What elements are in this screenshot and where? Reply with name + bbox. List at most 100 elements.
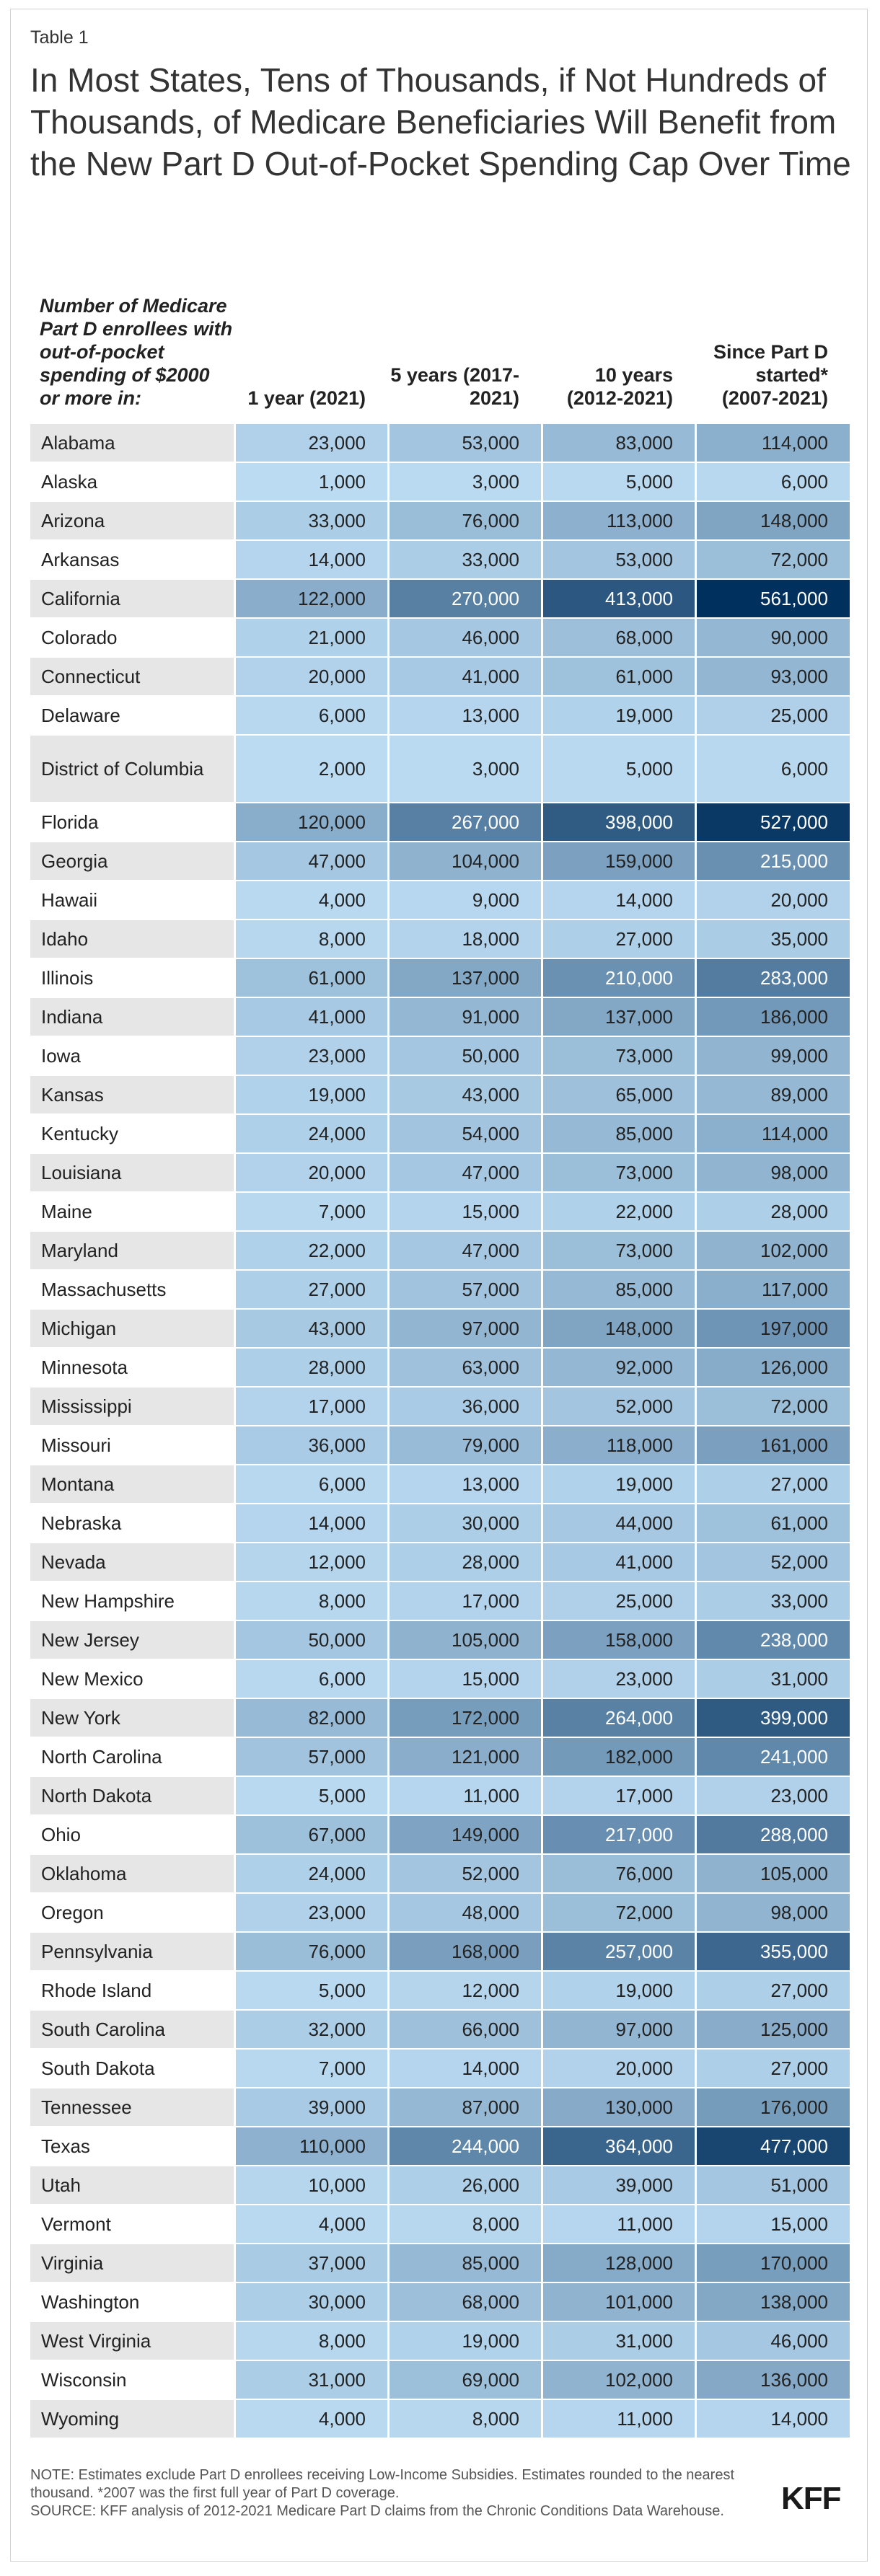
- value-cell-since-part-d: 98,000: [697, 1894, 850, 1931]
- value-cell-since-part-d: 72,000: [697, 541, 850, 578]
- value-cell-5-years: 19,000: [390, 2322, 541, 2360]
- state-name: Nevada: [30, 1543, 234, 1581]
- value-cell-since-part-d: 99,000: [697, 1037, 850, 1075]
- table-row: Maryland 22,000 47,000 73,000 102,000: [30, 1232, 850, 1269]
- value-cell-10-years: 23,000: [543, 1660, 695, 1698]
- table-row: Louisiana 20,000 47,000 73,000 98,000: [30, 1154, 850, 1191]
- value-cell-1-year: 19,000: [236, 1076, 387, 1113]
- value-cell-5-years: 69,000: [390, 2361, 541, 2399]
- value-cell-10-years: 19,000: [543, 1465, 695, 1503]
- value-cell-5-years: 270,000: [390, 580, 541, 617]
- value-cell-since-part-d: 138,000: [697, 2283, 850, 2321]
- state-name: Nebraska: [30, 1504, 234, 1542]
- kff-logo: KFF: [781, 2481, 842, 2516]
- state-name: Wyoming: [30, 2400, 234, 2438]
- table-row: Oklahoma 24,000 52,000 76,000 105,000: [30, 1855, 850, 1892]
- table-row: Ohio 67,000 149,000 217,000 288,000: [30, 1816, 850, 1853]
- value-cell-since-part-d: 148,000: [697, 502, 850, 539]
- table-row: Colorado 21,000 46,000 68,000 90,000: [30, 619, 850, 656]
- value-cell-1-year: 57,000: [236, 1738, 387, 1776]
- value-cell-1-year: 21,000: [236, 619, 387, 656]
- value-cell-10-years: 364,000: [543, 2127, 695, 2165]
- state-name: District of Columbia: [30, 736, 234, 802]
- value-cell-10-years: 68,000: [543, 619, 695, 656]
- value-cell-since-part-d: 31,000: [697, 1660, 850, 1698]
- value-cell-10-years: 413,000: [543, 580, 695, 617]
- value-cell-5-years: 50,000: [390, 1037, 541, 1075]
- value-cell-10-years: 72,000: [543, 1894, 695, 1931]
- value-cell-1-year: 31,000: [236, 2361, 387, 2399]
- state-name: New Jersey: [30, 1621, 234, 1659]
- state-name: Arizona: [30, 502, 234, 539]
- value-cell-5-years: 3,000: [390, 463, 541, 500]
- column-header-5-years: 5 years (2017-2021): [390, 364, 519, 409]
- value-cell-1-year: 23,000: [236, 424, 387, 462]
- state-name: Wisconsin: [30, 2361, 234, 2399]
- value-cell-10-years: 5,000: [543, 463, 695, 500]
- state-name: Michigan: [30, 1310, 234, 1347]
- value-cell-10-years: 19,000: [543, 1972, 695, 2009]
- value-cell-10-years: 31,000: [543, 2322, 695, 2360]
- table-row: Michigan 43,000 97,000 148,000 197,000: [30, 1310, 850, 1347]
- value-cell-since-part-d: 46,000: [697, 2322, 850, 2360]
- table-row: Kansas 19,000 43,000 65,000 89,000: [30, 1076, 850, 1113]
- value-cell-10-years: 5,000: [543, 736, 695, 802]
- table-row: Missouri 36,000 79,000 118,000 161,000: [30, 1426, 850, 1464]
- value-cell-1-year: 67,000: [236, 1816, 387, 1853]
- value-cell-since-part-d: 527,000: [697, 803, 850, 841]
- value-cell-since-part-d: 126,000: [697, 1349, 850, 1386]
- value-cell-10-years: 83,000: [543, 424, 695, 462]
- value-cell-1-year: 7,000: [236, 2050, 387, 2087]
- value-cell-10-years: 20,000: [543, 2050, 695, 2087]
- table-row: Iowa 23,000 50,000 73,000 99,000: [30, 1037, 850, 1075]
- value-cell-10-years: 128,000: [543, 2244, 695, 2282]
- value-cell-1-year: 8,000: [236, 920, 387, 958]
- value-cell-since-part-d: 33,000: [697, 1582, 850, 1620]
- state-name: Maine: [30, 1193, 234, 1230]
- value-cell-5-years: 57,000: [390, 1271, 541, 1308]
- value-cell-since-part-d: 27,000: [697, 1972, 850, 2009]
- table-row: Florida 120,000 267,000 398,000 527,000: [30, 803, 850, 841]
- state-name: Indiana: [30, 998, 234, 1036]
- value-cell-since-part-d: 105,000: [697, 1855, 850, 1892]
- figure-frame: [10, 9, 868, 2562]
- state-name: Maryland: [30, 1232, 234, 1269]
- value-cell-1-year: 20,000: [236, 658, 387, 695]
- value-cell-1-year: 20,000: [236, 1154, 387, 1191]
- value-cell-10-years: 14,000: [543, 881, 695, 919]
- table-row: New York 82,000 172,000 264,000 399,000: [30, 1699, 850, 1737]
- value-cell-5-years: 168,000: [390, 1933, 541, 1970]
- table-row: Vermont 4,000 8,000 11,000 15,000: [30, 2205, 850, 2243]
- value-cell-since-part-d: 288,000: [697, 1816, 850, 1853]
- table-row: Idaho 8,000 18,000 27,000 35,000: [30, 920, 850, 958]
- value-cell-1-year: 6,000: [236, 1660, 387, 1698]
- value-cell-1-year: 22,000: [236, 1232, 387, 1269]
- state-name: Oklahoma: [30, 1855, 234, 1892]
- table-row: California 122,000 270,000 413,000 561,000: [30, 580, 850, 617]
- value-cell-5-years: 137,000: [390, 959, 541, 997]
- note-text: NOTE: Estimates exclude Part D enrollees…: [30, 2467, 735, 2501]
- state-name: West Virginia: [30, 2322, 234, 2360]
- value-cell-5-years: 14,000: [390, 2050, 541, 2087]
- state-name: Missouri: [30, 1426, 234, 1464]
- table-row: Maine 7,000 15,000 22,000 28,000: [30, 1193, 850, 1230]
- state-name: New York: [30, 1699, 234, 1737]
- state-name: Pennsylvania: [30, 1933, 234, 1970]
- value-cell-10-years: 25,000: [543, 1582, 695, 1620]
- value-cell-5-years: 66,000: [390, 2011, 541, 2048]
- value-cell-10-years: 11,000: [543, 2205, 695, 2243]
- state-name: Rhode Island: [30, 1972, 234, 2009]
- value-cell-10-years: 210,000: [543, 959, 695, 997]
- value-cell-5-years: 47,000: [390, 1232, 541, 1269]
- value-cell-10-years: 19,000: [543, 697, 695, 734]
- value-cell-10-years: 92,000: [543, 1349, 695, 1386]
- table-row: Hawaii 4,000 9,000 14,000 20,000: [30, 881, 850, 919]
- value-cell-1-year: 82,000: [236, 1699, 387, 1737]
- value-cell-10-years: 41,000: [543, 1543, 695, 1581]
- value-cell-1-year: 2,000: [236, 736, 387, 802]
- value-cell-since-part-d: 23,000: [697, 1777, 850, 1814]
- value-cell-since-part-d: 20,000: [697, 881, 850, 919]
- value-cell-since-part-d: 241,000: [697, 1738, 850, 1776]
- value-cell-5-years: 13,000: [390, 1465, 541, 1503]
- value-cell-10-years: 11,000: [543, 2400, 695, 2438]
